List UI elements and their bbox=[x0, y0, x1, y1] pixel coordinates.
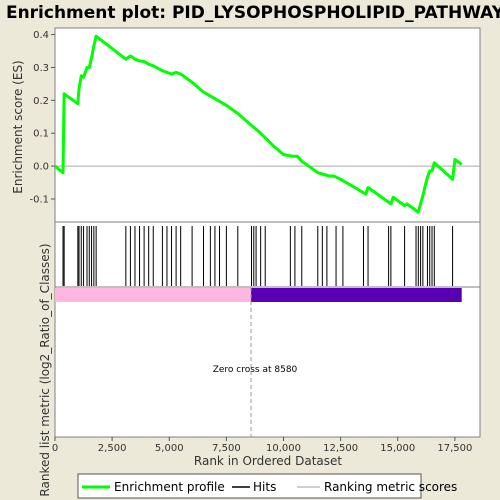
y-axis-label-metric: Ranked list metric (log2_Ratio_of_Classe… bbox=[38, 243, 52, 496]
metric-panel bbox=[54, 286, 481, 438]
x-tick-label: 10,000 bbox=[266, 443, 301, 454]
chart-title: Enrichment plot: PID_LYSOPHOSPHOLIPID_PA… bbox=[6, 3, 500, 23]
x-axis-label: Rank in Ordered Dataset bbox=[194, 454, 342, 468]
y-tick-label: 0.4 bbox=[33, 30, 49, 41]
legend-enrichment-label: Enrichment profile bbox=[114, 480, 225, 494]
x-tick-label: 17,500 bbox=[437, 443, 472, 454]
x-tick-label: 0 bbox=[52, 443, 58, 454]
metric-negative-band bbox=[251, 288, 462, 302]
y-axis-label-es: Enrichment score (ES) bbox=[11, 60, 25, 193]
x-tick-label: 12,500 bbox=[323, 443, 358, 454]
y-tick-label: 0.1 bbox=[33, 129, 49, 140]
x-tick-label: 2,500 bbox=[98, 443, 127, 454]
y-tick-label: 0.3 bbox=[33, 63, 49, 74]
y-tick-label: -0.1 bbox=[29, 194, 49, 205]
x-tick-label: 15,000 bbox=[380, 443, 415, 454]
x-tick-label: 5,000 bbox=[155, 443, 184, 454]
y-tick-label: 0.0 bbox=[33, 162, 49, 173]
legend-metric-label: Ranking metric scores bbox=[324, 480, 457, 494]
enrichment-profile-line bbox=[54, 34, 463, 214]
metric-positive-band bbox=[55, 288, 252, 302]
legend-hits-label: Hits bbox=[253, 480, 276, 494]
y-tick-label: 0.2 bbox=[33, 96, 49, 107]
zero-cross-label: Zero cross at 8580 bbox=[213, 365, 298, 375]
x-tick-label: 7,500 bbox=[212, 443, 241, 454]
es-panel bbox=[54, 27, 481, 223]
legend-box bbox=[77, 473, 422, 499]
